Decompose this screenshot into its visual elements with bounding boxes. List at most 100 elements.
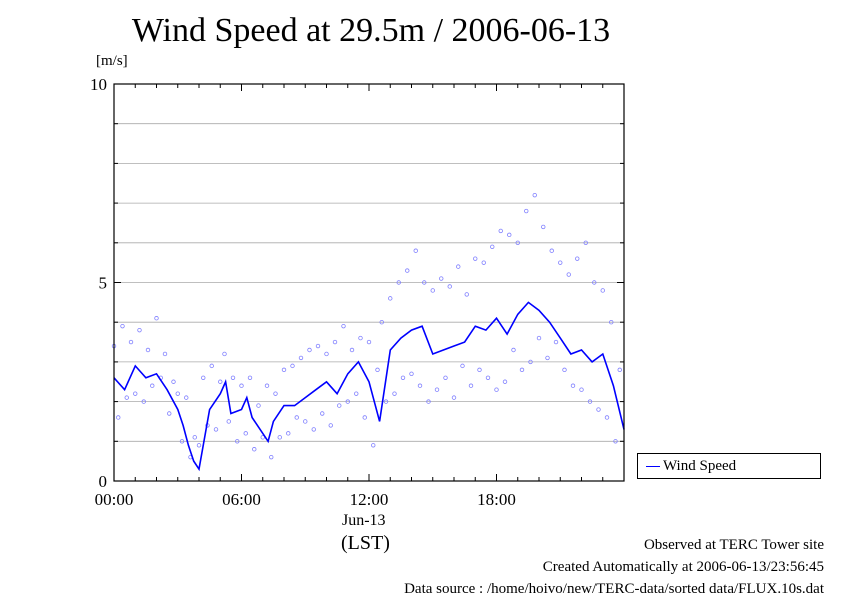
date-label: Jun-13 (342, 512, 386, 529)
sample-point (417, 383, 423, 388)
sample-point (247, 375, 253, 380)
sample-point (366, 339, 372, 345)
sample-point (328, 423, 333, 428)
axis-ticks (113, 83, 625, 482)
sample-point (358, 335, 363, 341)
sample-point (562, 367, 567, 373)
sample-point (320, 411, 325, 416)
data-source-note: Data source : /home/hoivo/new/TERC-data/… (404, 581, 824, 597)
sample-point (570, 383, 576, 388)
sample-point (162, 351, 168, 357)
sample-point (362, 415, 367, 420)
sample-point (269, 454, 274, 460)
sample-point (324, 351, 329, 357)
sample-point (341, 323, 346, 329)
sample-point (184, 395, 189, 400)
sample-point (600, 288, 605, 293)
sample-point (379, 320, 384, 325)
sample-point (583, 240, 588, 245)
series-line-group (113, 301, 625, 472)
sample-point (392, 391, 397, 396)
sample-point (473, 256, 478, 261)
sample-point (337, 403, 342, 408)
sample-point (256, 403, 261, 408)
sample-point (549, 248, 554, 253)
sample-point (137, 327, 142, 333)
sample-point (145, 347, 151, 353)
legend: Wind Speed (637, 453, 821, 479)
sample-point (519, 367, 525, 373)
sample-point (596, 407, 601, 412)
sample-point (558, 260, 563, 265)
sample-point (213, 427, 219, 432)
x-tick-label: 00:00 (95, 490, 134, 509)
legend-label: Wind Speed (663, 458, 737, 474)
sample-point (133, 391, 138, 396)
x-tick-label: 18:00 (477, 490, 516, 509)
sample-point (167, 411, 172, 416)
sample-point (273, 391, 278, 396)
sample-point (575, 256, 580, 261)
sample-point (396, 280, 401, 285)
sample-point (171, 379, 176, 384)
sample-point (400, 375, 406, 380)
sample-point (116, 415, 121, 420)
sample-point (430, 288, 435, 293)
sample-point (434, 387, 440, 392)
x-tick-label: 12:00 (350, 490, 389, 509)
grid-lines (114, 123, 624, 442)
sample-point (230, 375, 236, 380)
sample-point (375, 367, 380, 373)
sample-point (532, 192, 537, 198)
sample-point (502, 379, 508, 384)
sample-point (498, 228, 503, 234)
sample-point (617, 367, 622, 373)
sample-point (388, 296, 393, 301)
sample-point (315, 343, 321, 349)
sample-point (609, 320, 614, 325)
sample-point (307, 347, 312, 353)
sample-point (303, 419, 308, 424)
sample-point (613, 439, 618, 444)
sample-point (485, 375, 491, 380)
tick-labels: 00:00 06:00 12:00 18:00 0 5 10 (90, 75, 516, 509)
sample-point (405, 268, 410, 273)
sample-point (460, 363, 465, 369)
sample-point (451, 395, 457, 400)
sample-point (545, 355, 550, 361)
sample-point (201, 375, 206, 380)
sample-point (515, 240, 520, 245)
series-line (113, 301, 625, 472)
sample-point (383, 399, 389, 404)
sample-point (426, 399, 431, 404)
sample-point (456, 264, 461, 269)
y-tick-label: 5 (99, 274, 108, 293)
sample-point (264, 383, 270, 388)
sample-point (464, 292, 469, 297)
sample-point (239, 383, 244, 388)
sample-point (332, 339, 338, 345)
sample-point (243, 431, 248, 436)
chart-title: Wind Speed at 29.5m / 2006-06-13 (131, 12, 611, 49)
sample-point (528, 359, 533, 365)
sample-point (371, 443, 376, 448)
sample-point (468, 383, 474, 388)
sample-point (447, 284, 452, 289)
sample-point (281, 367, 287, 373)
sample-point (124, 395, 129, 400)
sample-points (111, 192, 622, 460)
sample-point (345, 399, 350, 404)
sample-point (349, 347, 355, 353)
sample-point (439, 276, 444, 281)
sample-point (587, 399, 593, 404)
sample-point (222, 351, 227, 357)
sample-point (604, 415, 610, 420)
sample-point (235, 439, 240, 444)
sample-point (298, 355, 304, 361)
sample-point (179, 439, 185, 444)
sample-point (209, 363, 214, 369)
sample-point (511, 347, 516, 353)
sample-point (507, 232, 512, 238)
sample-point (592, 280, 597, 285)
